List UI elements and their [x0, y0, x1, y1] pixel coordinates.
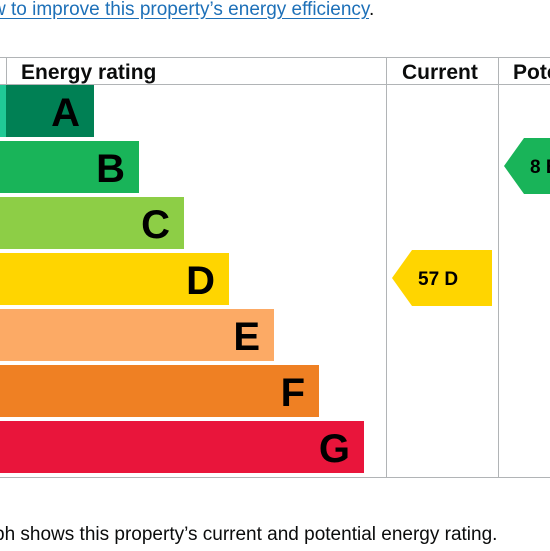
potential-rating-score-label: 8 B: [530, 157, 550, 178]
header-current: Current: [402, 61, 478, 84]
potential-rating-marker: 8 B: [504, 138, 550, 194]
current-rating-arrow: [392, 250, 492, 306]
header-potential: Pote: [513, 61, 550, 84]
band-a-edge: [0, 85, 6, 137]
band-f-label: F: [281, 371, 305, 415]
current-rating-marker: 57 D: [392, 250, 492, 306]
band-c-edge: [0, 197, 6, 249]
band-e-edge: [0, 309, 6, 361]
intro-suffix: .: [369, 0, 375, 20]
intro-line: w to improve this property’s energy effi…: [0, 0, 374, 26]
band-c-bar: [6, 197, 184, 249]
band-g-bar: [6, 421, 364, 473]
band-d-edge: [0, 253, 6, 305]
band-b-bar: [6, 141, 139, 193]
header-energy-rating: Energy rating: [21, 61, 156, 84]
potential-rating-arrow: [504, 138, 550, 194]
band-e-label: E: [233, 315, 260, 359]
band-a-bar: [6, 85, 94, 137]
band-b-label: B: [96, 147, 125, 191]
band-g-edge: [0, 421, 6, 473]
band-d-bar: [6, 253, 229, 305]
current-rating-score-label: 57 D: [418, 269, 458, 290]
band-f-edge: [0, 365, 6, 417]
chart-grid: [0, 57, 550, 478]
improve-efficiency-link[interactable]: w to improve this property’s energy effi…: [0, 0, 370, 20]
band-c-label: C: [141, 203, 170, 247]
band-g-label: G: [319, 427, 350, 471]
band-a-label: A: [51, 91, 80, 135]
chart-description: ph shows this property’s current and pot…: [0, 524, 498, 545]
band-e-bar: [6, 309, 274, 361]
band-b-edge: [0, 141, 6, 193]
band-d-label: D: [186, 259, 215, 303]
band-f-bar: [6, 365, 319, 417]
